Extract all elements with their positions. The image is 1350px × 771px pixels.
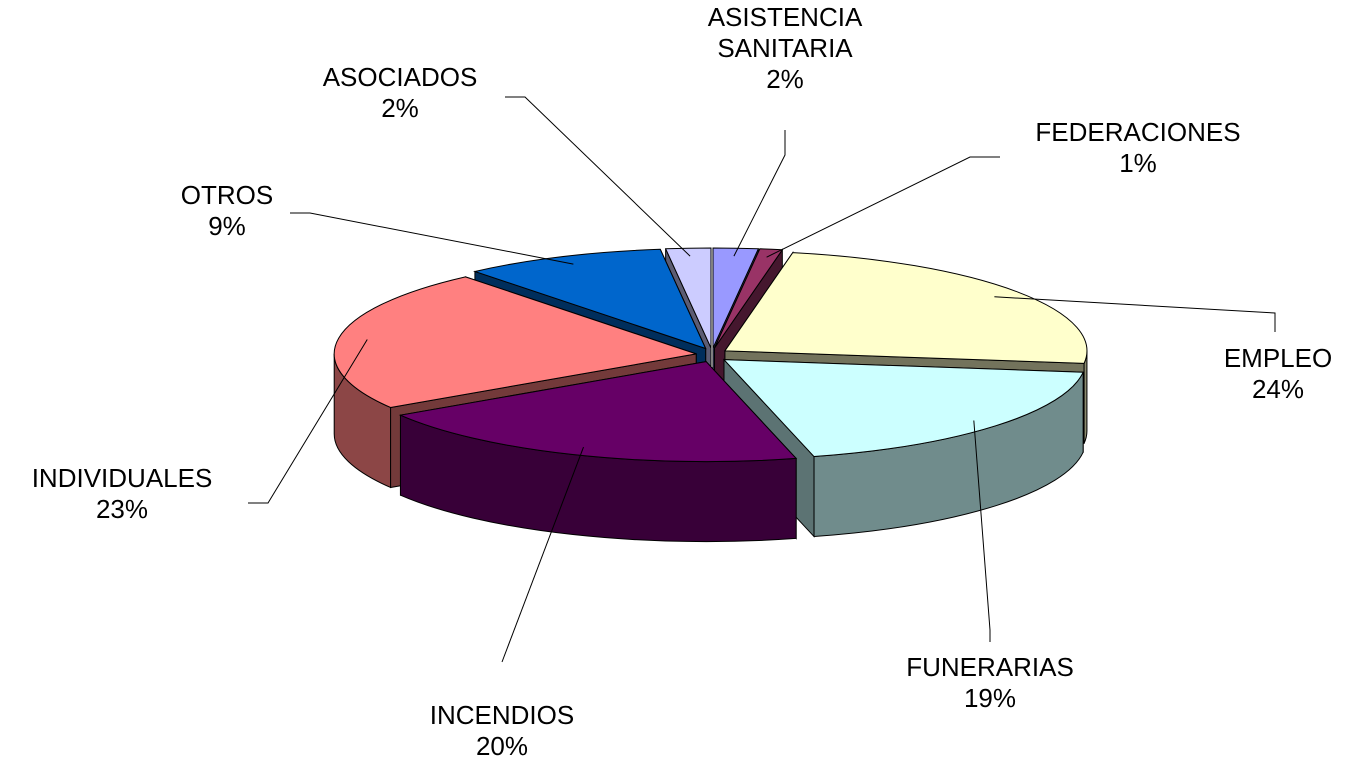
slice bbox=[712, 247, 760, 349]
data-label: EMPLEO 24% bbox=[1224, 343, 1332, 405]
data-label: INDIVIDUALES 23% bbox=[32, 463, 213, 525]
leader-line bbox=[248, 339, 368, 504]
value-label: 2% bbox=[381, 93, 419, 123]
data-label: FEDERACIONES 1% bbox=[1035, 117, 1240, 179]
category-label: OTROS bbox=[180, 180, 274, 210]
slice bbox=[664, 247, 712, 349]
leader-line bbox=[501, 446, 584, 663]
data-label: ASOCIADOS 2% bbox=[323, 62, 478, 124]
leader-line bbox=[973, 420, 991, 642]
value-label: 9% bbox=[208, 211, 246, 241]
leader-line bbox=[505, 96, 691, 257]
value-label: 23% bbox=[95, 494, 149, 524]
value-label: 24% bbox=[1251, 374, 1305, 404]
category-label: INDIVIDUALES bbox=[31, 463, 213, 493]
slice bbox=[722, 359, 1084, 458]
slice bbox=[473, 248, 707, 350]
category-label: FUNERARIAS bbox=[906, 652, 1074, 682]
data-label: FUNERARIAS 19% bbox=[906, 652, 1074, 714]
value-label: 19% bbox=[963, 683, 1017, 713]
data-label: OTROS 9% bbox=[181, 180, 273, 242]
slice bbox=[398, 361, 798, 463]
leader-line bbox=[733, 130, 786, 257]
category-label: FEDERACIONES bbox=[1035, 117, 1241, 147]
leader-line bbox=[994, 296, 1276, 332]
category-label: ASISTENCIA SANITARIA bbox=[707, 2, 863, 63]
slice bbox=[333, 276, 697, 408]
value-label: 1% bbox=[1119, 148, 1157, 178]
value-label: 2% bbox=[766, 64, 804, 94]
slice-side bbox=[1083, 350, 1088, 444]
category-label: EMPLEO bbox=[1223, 343, 1333, 373]
data-label: ASISTENCIA SANITARIA 2% bbox=[655, 2, 915, 95]
category-label: ASOCIADOS bbox=[322, 62, 478, 92]
category-label: INCENDIOS bbox=[429, 700, 575, 730]
leader-line bbox=[766, 156, 1000, 258]
value-label: 20% bbox=[475, 731, 529, 761]
data-label: INCENDIOS 20% bbox=[430, 700, 574, 762]
slice bbox=[724, 252, 1088, 364]
leader-line bbox=[290, 212, 574, 265]
